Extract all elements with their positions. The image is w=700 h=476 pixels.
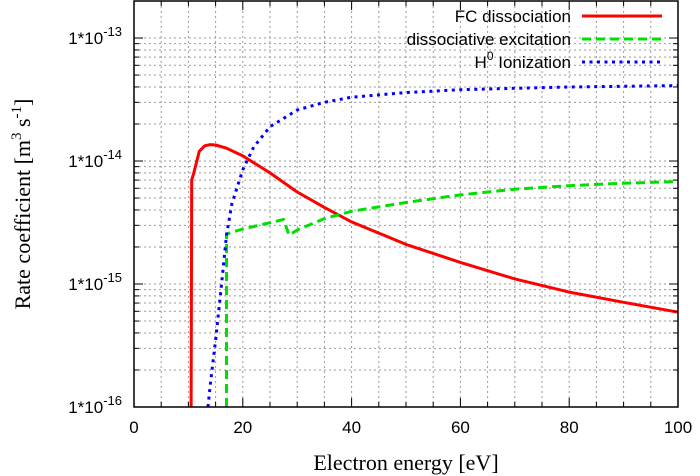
y-tick-label: 1*10-14: [68, 147, 122, 171]
x-tick-label: 100: [664, 418, 692, 437]
curves: [189, 84, 679, 408]
y-axis-label: Rate coefficient [m3 s-1]: [9, 99, 35, 310]
series-line-2: [206, 84, 679, 408]
legend-label-0: FC dissociation: [455, 7, 571, 26]
legend-label-1: dissociative excitation: [407, 30, 571, 49]
ticks: 0 20 40 60 80 100 1*10-16 1*10-15 1*10-14 1*10-13: [68, 1, 692, 437]
x-tick-label: 40: [342, 418, 361, 437]
series-line-1: [225, 180, 679, 407]
x-tick-label: 80: [560, 418, 579, 437]
y-tick-label: 1*10-15: [68, 270, 122, 294]
x-tick-label: 60: [451, 418, 470, 437]
series-line-0: [189, 143, 679, 408]
legend: FC dissociation dissociative excitationH0…: [407, 7, 662, 72]
grid: [134, 1, 678, 407]
y-tick-label: 1*10-13: [68, 24, 122, 48]
x-tick-label: 20: [233, 418, 252, 437]
legend-label-2: H0 Ionization: [475, 49, 571, 72]
x-tick-label: 0: [129, 418, 138, 437]
y-tick-label: 1*10-16: [68, 393, 122, 417]
x-axis-label: Electron energy [eV]: [313, 450, 498, 475]
